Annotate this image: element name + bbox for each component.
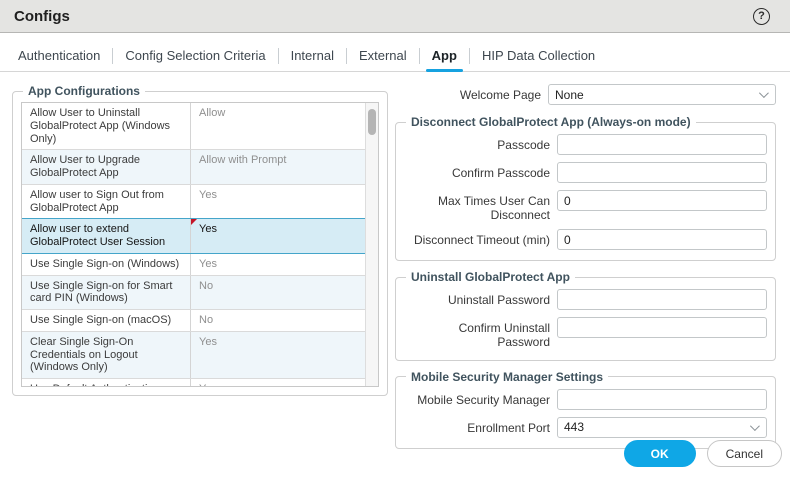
tab-external[interactable]: External xyxy=(358,48,407,63)
passcode-input[interactable] xyxy=(557,134,767,155)
disconnect-timeout-min-input[interactable] xyxy=(557,229,767,251)
field-label: Mobile Security Manager xyxy=(417,392,550,407)
setting-name-cell: Clear Single Sign-On Credentials on Logo… xyxy=(22,331,191,378)
tab-config-selection-criteria[interactable]: Config Selection Criteria xyxy=(125,48,266,63)
dialog-titlebar: Configs ? xyxy=(0,0,790,33)
table-row[interactable]: Use Single Sign-on for Smart card PIN (W… xyxy=(22,275,365,310)
setting-value-cell[interactable]: No xyxy=(199,314,214,326)
tab-separator xyxy=(468,48,470,64)
app-config-table: Allow User to Uninstall GlobalProtect Ap… xyxy=(21,102,379,387)
setting-value-cell[interactable]: No xyxy=(199,279,214,292)
settings-legend: Disconnect GlobalProtect App (Always-on … xyxy=(411,115,691,129)
dialog-footer: OK Cancel xyxy=(623,440,782,467)
field-row: Welcome Page None xyxy=(395,84,776,105)
field-label: Welcome Page xyxy=(459,88,541,102)
tab-separator xyxy=(277,48,279,64)
app-config-rows: Allow User to Uninstall GlobalProtect Ap… xyxy=(22,103,365,386)
tab-hip-data-collection[interactable]: HIP Data Collection xyxy=(481,48,596,63)
field-row: Passcode xyxy=(404,134,767,155)
tab-internal[interactable]: Internal xyxy=(290,48,334,63)
enrollment-port-select[interactable]: 443 xyxy=(557,416,767,438)
field-label: Enrollment Port xyxy=(467,420,550,435)
field-row: Disconnect Timeout (min) xyxy=(404,229,767,251)
field-label: Confirm Passcode xyxy=(451,166,550,180)
confirm-uninstall-password-input[interactable] xyxy=(557,317,767,339)
table-row[interactable]: Allow user to extend GlobalProtect User … xyxy=(22,218,365,254)
setting-name-cell: Allow user to extend GlobalProtect User … xyxy=(22,219,191,253)
table-row[interactable]: Clear Single Sign-On Credentials on Logo… xyxy=(22,331,365,379)
tab-bar: Authentication Config Selection Criteria I… xyxy=(0,33,790,72)
right-column: Welcome Page None Disconnect GlobalProte… xyxy=(395,84,778,458)
right-sections: Disconnect GlobalProtect App (Always-on … xyxy=(395,115,778,458)
left-column: App Configurations Allow User to Uninsta… xyxy=(12,84,388,458)
field-row: Enrollment Port 443 xyxy=(404,416,767,438)
field-label: Passcode xyxy=(497,138,550,152)
setting-name-cell: Use Single Sign-on (Windows) xyxy=(22,253,191,275)
app-configurations-legend: App Configurations xyxy=(28,84,140,98)
field-label: Uninstall Password xyxy=(447,293,550,308)
field-row: Mobile Security Manager xyxy=(404,388,767,410)
field-label: Disconnect Timeout (min) xyxy=(413,233,550,248)
table-row[interactable]: Allow user to Sign Out from GlobalProtec… xyxy=(22,184,365,220)
field-row: Max Times User Can Disconnect xyxy=(404,190,767,222)
cancel-button[interactable]: Cancel xyxy=(706,440,782,467)
setting-value-cell[interactable]: Yes xyxy=(199,188,217,201)
mobile-security-manager-settings-fieldset: Mobile Security Manager Settings Mobile … xyxy=(395,369,776,449)
setting-name-cell: Allow user to Sign Out from GlobalProtec… xyxy=(22,184,191,219)
setting-value-cell[interactable]: Allow xyxy=(199,107,226,119)
max-times-user-can-disconnect-input[interactable] xyxy=(557,190,767,211)
welcome-page-row: Welcome Page None xyxy=(395,84,776,107)
tab-separator xyxy=(418,48,420,64)
setting-value-cell[interactable]: Yes xyxy=(191,379,365,386)
help-icon[interactable]: ? xyxy=(753,7,770,25)
settings-legend: Uninstall GlobalProtect App xyxy=(411,270,570,285)
welcome-page-select[interactable]: None xyxy=(548,84,776,105)
field-label: Confirm Uninstall Password xyxy=(458,321,550,350)
setting-name-cell: Use Default Authentication on Kerberos A… xyxy=(22,379,191,386)
setting-value-cell[interactable]: Yes xyxy=(199,335,217,348)
table-row[interactable]: Allow User to Uninstall GlobalProtect Ap… xyxy=(22,103,365,151)
fieldset-rows: Mobile Security Manager Enrollment Port … xyxy=(404,386,767,438)
tab-authentication[interactable]: Authentication xyxy=(18,48,101,63)
tab-separator xyxy=(345,48,347,64)
table-row[interactable]: Allow User to Upgrade GlobalProtect App … xyxy=(22,150,365,185)
tab-app[interactable]: App xyxy=(420,44,469,72)
table-scrollbar[interactable] xyxy=(365,103,378,386)
fieldset-rows: Uninstall Password Confirm Uninstall Pas… xyxy=(404,286,767,349)
fieldset-rows: Passcode Confirm Passcode Max Times User… xyxy=(404,131,767,251)
dialog-content: App Configurations Allow User to Uninsta… xyxy=(0,72,790,458)
uninstall-globalprotect-app-fieldset: Uninstall GlobalProtect App Uninstall Pa… xyxy=(395,270,776,361)
field-row: Uninstall Password xyxy=(404,289,767,311)
setting-name-cell: Use Single Sign-on for Smart card PIN (W… xyxy=(22,275,191,309)
table-row[interactable]: Use Default Authentication on Kerberos A… xyxy=(22,379,365,386)
setting-name-cell: Allow User to Upgrade GlobalProtect App xyxy=(22,150,191,184)
chevron-down-icon xyxy=(749,420,760,431)
setting-value-cell[interactable]: Yes xyxy=(191,219,365,253)
setting-value-cell[interactable]: Yes xyxy=(199,257,217,270)
modified-marker-icon xyxy=(191,219,197,226)
table-row[interactable]: Use Single Sign-on (Windows) Yes xyxy=(22,253,365,276)
scrollbar-thumb[interactable] xyxy=(368,109,376,135)
table-row[interactable]: Use Single Sign-on (macOS) No xyxy=(22,310,365,332)
uninstall-password-input[interactable] xyxy=(557,289,767,311)
confirm-passcode-input[interactable] xyxy=(557,162,767,183)
setting-name-cell: Allow User to Uninstall GlobalProtect Ap… xyxy=(22,103,191,150)
app-configurations-fieldset: App Configurations Allow User to Uninsta… xyxy=(12,84,388,396)
settings-legend: Mobile Security Manager Settings xyxy=(411,369,604,384)
field-row: Confirm Uninstall Password xyxy=(404,317,767,349)
ok-button[interactable]: OK xyxy=(623,440,696,467)
setting-value-cell[interactable]: Allow with Prompt xyxy=(199,154,287,167)
setting-name-cell: Use Single Sign-on (macOS) xyxy=(22,310,191,331)
mobile-security-manager-input[interactable] xyxy=(557,388,767,410)
chevron-down-icon xyxy=(758,88,769,99)
disconnect-globalprotect-app-always-on-mode-fieldset: Disconnect GlobalProtect App (Always-on … xyxy=(395,115,776,262)
field-row: Confirm Passcode xyxy=(404,162,767,183)
field-label: Max Times User Can Disconnect xyxy=(437,194,550,223)
dialog-title: Configs xyxy=(14,7,70,25)
tab-separator xyxy=(112,48,114,64)
